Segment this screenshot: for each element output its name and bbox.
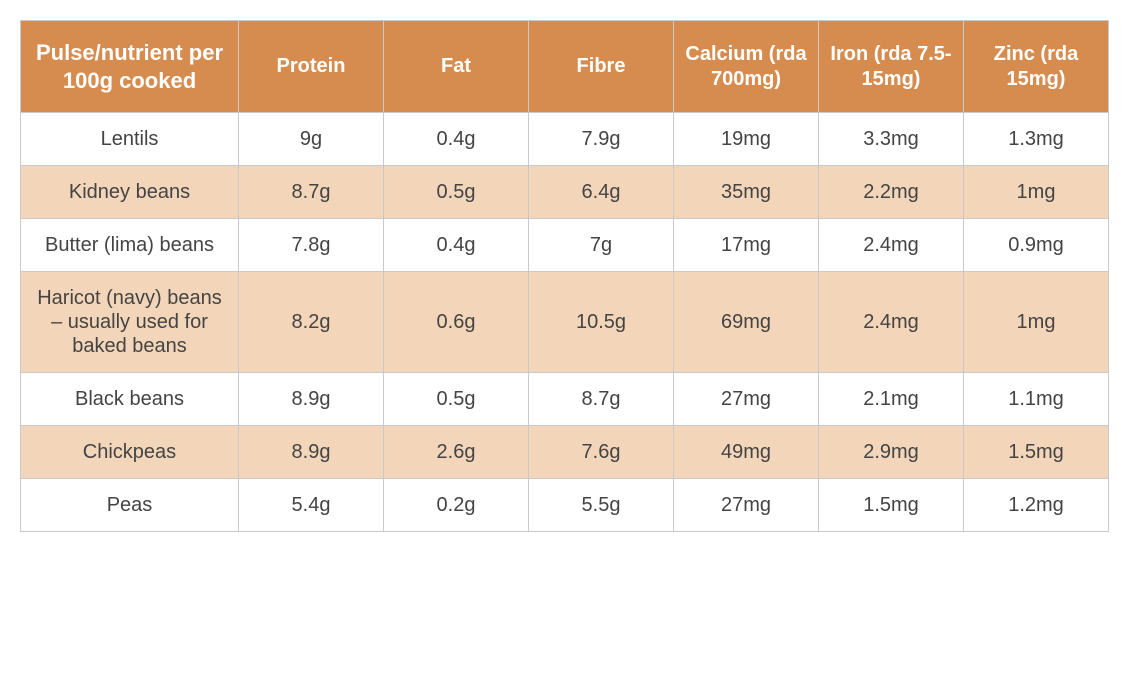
cell-name: Kidney beans [21,166,239,219]
cell-fat: 2.6g [384,426,529,479]
col-header-fat: Fat [384,21,529,113]
cell-iron: 2.4mg [819,219,964,272]
cell-name: Lentils [21,113,239,166]
cell-calcium: 19mg [674,113,819,166]
cell-name: Chickpeas [21,426,239,479]
cell-iron: 2.1mg [819,373,964,426]
col-header-iron: Iron (rda 7.5-15mg) [819,21,964,113]
cell-calcium: 49mg [674,426,819,479]
cell-fat: 0.4g [384,113,529,166]
cell-protein: 7.8g [239,219,384,272]
cell-zinc: 1mg [964,272,1109,373]
cell-zinc: 0.9mg [964,219,1109,272]
table-row: Haricot (navy) beans – usually used for … [21,272,1109,373]
cell-fat: 0.5g [384,166,529,219]
cell-fat: 0.2g [384,479,529,532]
table-row: Peas5.4g0.2g5.5g27mg1.5mg1.2mg [21,479,1109,532]
cell-fibre: 7.6g [529,426,674,479]
table-row: Lentils9g0.4g7.9g19mg3.3mg1.3mg [21,113,1109,166]
cell-protein: 8.7g [239,166,384,219]
cell-protein: 9g [239,113,384,166]
cell-fibre: 8.7g [529,373,674,426]
cell-calcium: 69mg [674,272,819,373]
cell-protein: 8.9g [239,373,384,426]
cell-name: Black beans [21,373,239,426]
cell-zinc: 1.5mg [964,426,1109,479]
cell-zinc: 1mg [964,166,1109,219]
cell-fat: 0.5g [384,373,529,426]
cell-protein: 8.2g [239,272,384,373]
table-body: Lentils9g0.4g7.9g19mg3.3mg1.3mgKidney be… [21,113,1109,532]
cell-calcium: 27mg [674,479,819,532]
cell-fibre: 5.5g [529,479,674,532]
cell-protein: 8.9g [239,426,384,479]
cell-zinc: 1.1mg [964,373,1109,426]
table-row: Kidney beans8.7g0.5g6.4g35mg2.2mg1mg [21,166,1109,219]
table-row: Chickpeas8.9g2.6g7.6g49mg2.9mg1.5mg [21,426,1109,479]
col-header-fibre: Fibre [529,21,674,113]
col-header-calcium: Calcium (rda 700mg) [674,21,819,113]
cell-calcium: 17mg [674,219,819,272]
cell-iron: 3.3mg [819,113,964,166]
cell-calcium: 35mg [674,166,819,219]
cell-protein: 5.4g [239,479,384,532]
col-header-protein: Protein [239,21,384,113]
nutrient-table: Pulse/nutrient per 100g cooked Protein F… [20,20,1109,532]
table-row: Butter (lima) beans7.8g0.4g7g17mg2.4mg0.… [21,219,1109,272]
col-header-zinc: Zinc (rda 15mg) [964,21,1109,113]
cell-name: Haricot (navy) beans – usually used for … [21,272,239,373]
cell-iron: 2.9mg [819,426,964,479]
col-header-pulse: Pulse/nutrient per 100g cooked [21,21,239,113]
cell-iron: 2.4mg [819,272,964,373]
cell-iron: 2.2mg [819,166,964,219]
cell-zinc: 1.2mg [964,479,1109,532]
cell-zinc: 1.3mg [964,113,1109,166]
cell-name: Peas [21,479,239,532]
cell-fat: 0.4g [384,219,529,272]
cell-name: Butter (lima) beans [21,219,239,272]
cell-fat: 0.6g [384,272,529,373]
cell-iron: 1.5mg [819,479,964,532]
cell-fibre: 7.9g [529,113,674,166]
cell-fibre: 10.5g [529,272,674,373]
cell-calcium: 27mg [674,373,819,426]
table-row: Black beans8.9g0.5g8.7g27mg2.1mg1.1mg [21,373,1109,426]
table-header-row: Pulse/nutrient per 100g cooked Protein F… [21,21,1109,113]
cell-fibre: 7g [529,219,674,272]
cell-fibre: 6.4g [529,166,674,219]
